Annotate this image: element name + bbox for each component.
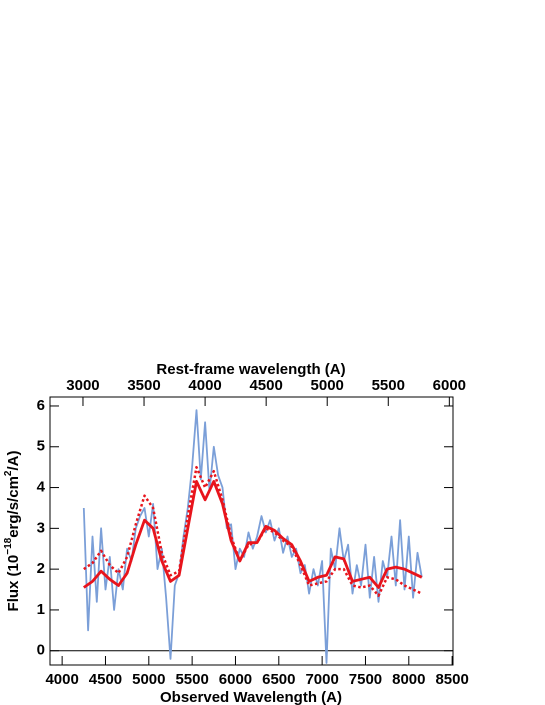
x-tick-label: 6500	[262, 671, 295, 688]
y-tick-label: 0	[37, 642, 45, 659]
y-tick-label: 4	[37, 479, 46, 496]
x2-axis-label: Rest-frame wavelength (A)	[156, 361, 345, 378]
x2-tick-label: 3000	[66, 377, 99, 394]
y-label-sup: −18	[3, 537, 14, 554]
x-tick-label: 8000	[392, 671, 425, 688]
y-label-part: Flux (10	[5, 555, 22, 612]
spectrum-line	[82, 479, 423, 589]
y-label-part: erg/s/cm	[5, 476, 22, 538]
x-axis-label: Observed Wavelength (A)	[160, 689, 342, 705]
x2-tick-label: 5500	[372, 377, 405, 394]
x-tick-label: 4000	[45, 671, 78, 688]
x-tick-label: 6000	[219, 671, 252, 688]
x-tick-label: 5500	[175, 671, 208, 688]
model-dotted	[83, 465, 423, 597]
spectrum-line	[82, 409, 423, 664]
x2-tick-label: 4000	[188, 377, 221, 394]
plot-frame	[49, 396, 454, 666]
x2-tick-label: 5000	[311, 377, 344, 394]
x2-tick-label: 6000	[433, 377, 466, 394]
x-tick-label: 7500	[349, 671, 382, 688]
x2-tick-label: 3500	[127, 377, 160, 394]
y-axis-label: Flux (10−18erg/s/cm2/A)	[3, 451, 22, 612]
y-tick-label: 3	[37, 519, 45, 536]
y-label-sup: 2	[3, 470, 14, 476]
y-tick-label: 2	[37, 560, 45, 577]
y-tick-label: 1	[37, 601, 45, 618]
y-label-part: /A)	[5, 451, 22, 471]
x-tick-label: 8500	[435, 671, 468, 688]
x2-tick-label: 4500	[249, 377, 282, 394]
x-tick-label: 5000	[132, 671, 165, 688]
y-tick-label: 5	[37, 438, 45, 455]
x-tick-label: 7000	[305, 671, 338, 688]
x-tick-label: 4500	[89, 671, 122, 688]
y-tick-label: 6	[37, 397, 45, 414]
